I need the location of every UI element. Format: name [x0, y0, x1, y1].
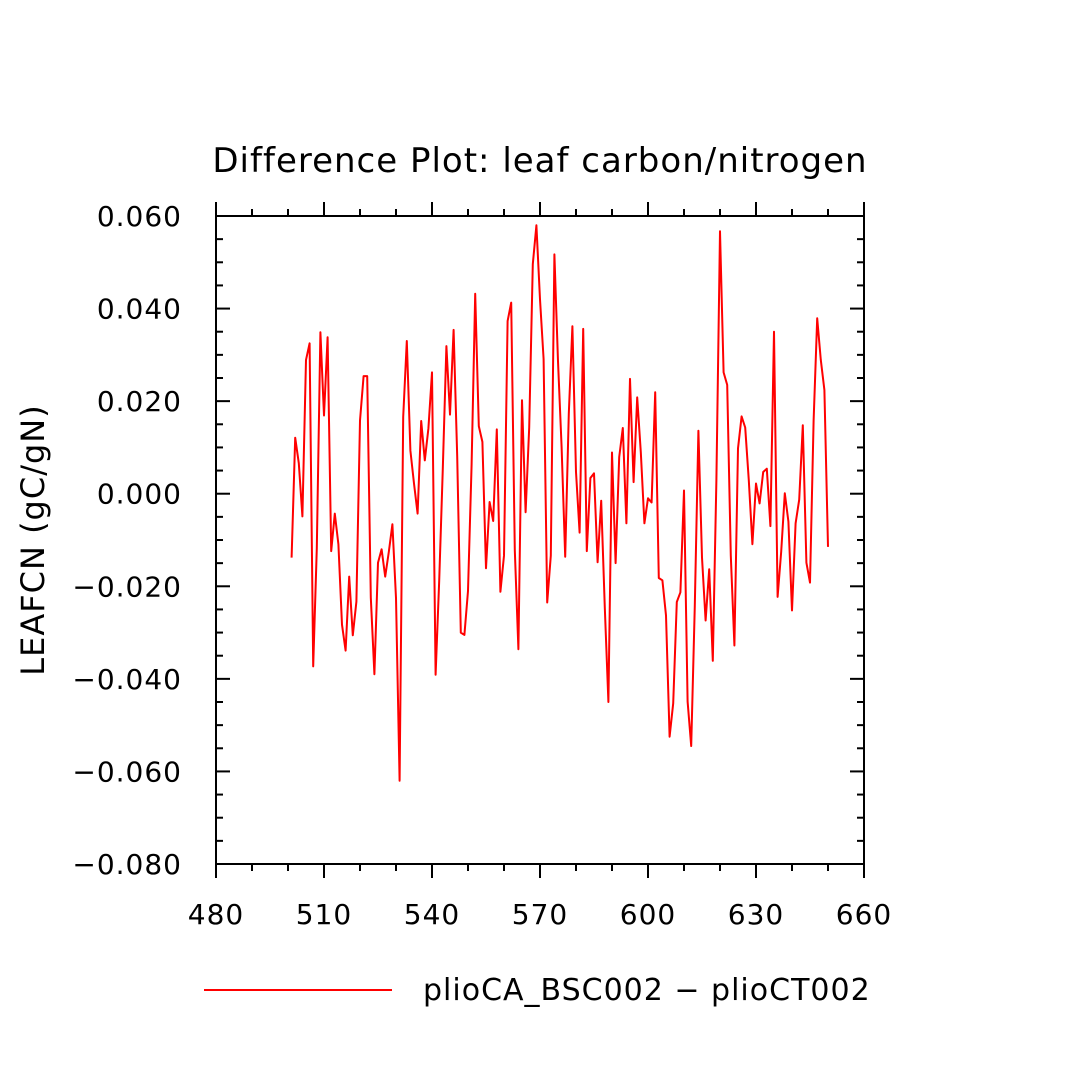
- legend-label: plioCA_BSC002 − plioCT002: [423, 973, 871, 1008]
- y-tick-label: 0.060: [97, 200, 182, 233]
- x-tick-label: 510: [296, 898, 352, 931]
- series-group: [290, 224, 829, 782]
- x-tick-label: 660: [836, 898, 892, 931]
- y-tick-label: −0.060: [72, 755, 182, 788]
- x-tick-label: 480: [188, 898, 244, 931]
- y-axis-label: LEAFCN (gC/gN): [14, 404, 52, 675]
- y-tick-label: 0.020: [97, 385, 182, 418]
- x-tick-label: 570: [512, 898, 568, 931]
- y-tick-label: 0.040: [97, 293, 182, 326]
- chart-title: Difference Plot: leaf carbon/nitrogen: [212, 141, 867, 181]
- legend: plioCA_BSC002 − plioCT002: [204, 973, 871, 1008]
- x-tick-label: 600: [620, 898, 676, 931]
- x-tick-label: 540: [404, 898, 460, 931]
- y-tick-label: −0.040: [72, 663, 182, 696]
- y-tick-label: 0.000: [97, 478, 182, 511]
- series-line: [290, 224, 829, 782]
- y-tick-label: −0.080: [72, 848, 182, 881]
- y-axis: 0.060 0.040 0.020 0.000 −0.020 −0.040 −0.060 −0…: [72, 200, 864, 881]
- y-tick-label: −0.020: [72, 570, 182, 603]
- x-axis: 480 510 540 570 600 630 660: [188, 202, 892, 931]
- x-tick-label: 630: [728, 898, 784, 931]
